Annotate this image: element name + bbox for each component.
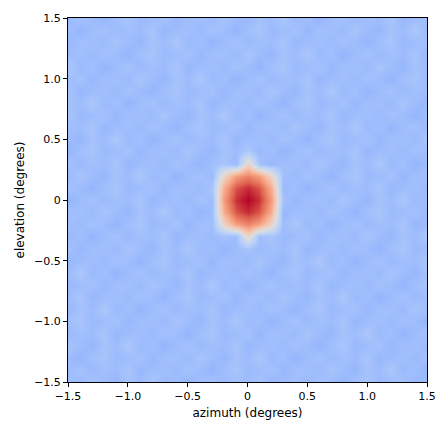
svg-text:1.5: 1.5 bbox=[43, 12, 61, 25]
svg-text:azimuth (degrees): azimuth (degrees) bbox=[192, 406, 302, 420]
svg-text:−0.5: −0.5 bbox=[34, 255, 61, 268]
svg-text:0.5: 0.5 bbox=[43, 133, 61, 146]
svg-text:1.0: 1.0 bbox=[358, 390, 376, 403]
svg-text:−1.5: −1.5 bbox=[34, 376, 61, 389]
svg-text:−1.0: −1.0 bbox=[114, 390, 141, 403]
svg-text:1.0: 1.0 bbox=[43, 73, 61, 86]
svg-text:0: 0 bbox=[244, 390, 251, 403]
svg-text:−0.5: −0.5 bbox=[174, 390, 201, 403]
svg-text:elevation (degrees): elevation (degrees) bbox=[13, 141, 27, 258]
svg-text:1.5: 1.5 bbox=[418, 390, 436, 403]
svg-text:−1.0: −1.0 bbox=[34, 315, 61, 328]
svg-text:0: 0 bbox=[54, 194, 61, 207]
svg-text:−1.5: −1.5 bbox=[55, 390, 82, 403]
svg-text:0.5: 0.5 bbox=[299, 390, 317, 403]
